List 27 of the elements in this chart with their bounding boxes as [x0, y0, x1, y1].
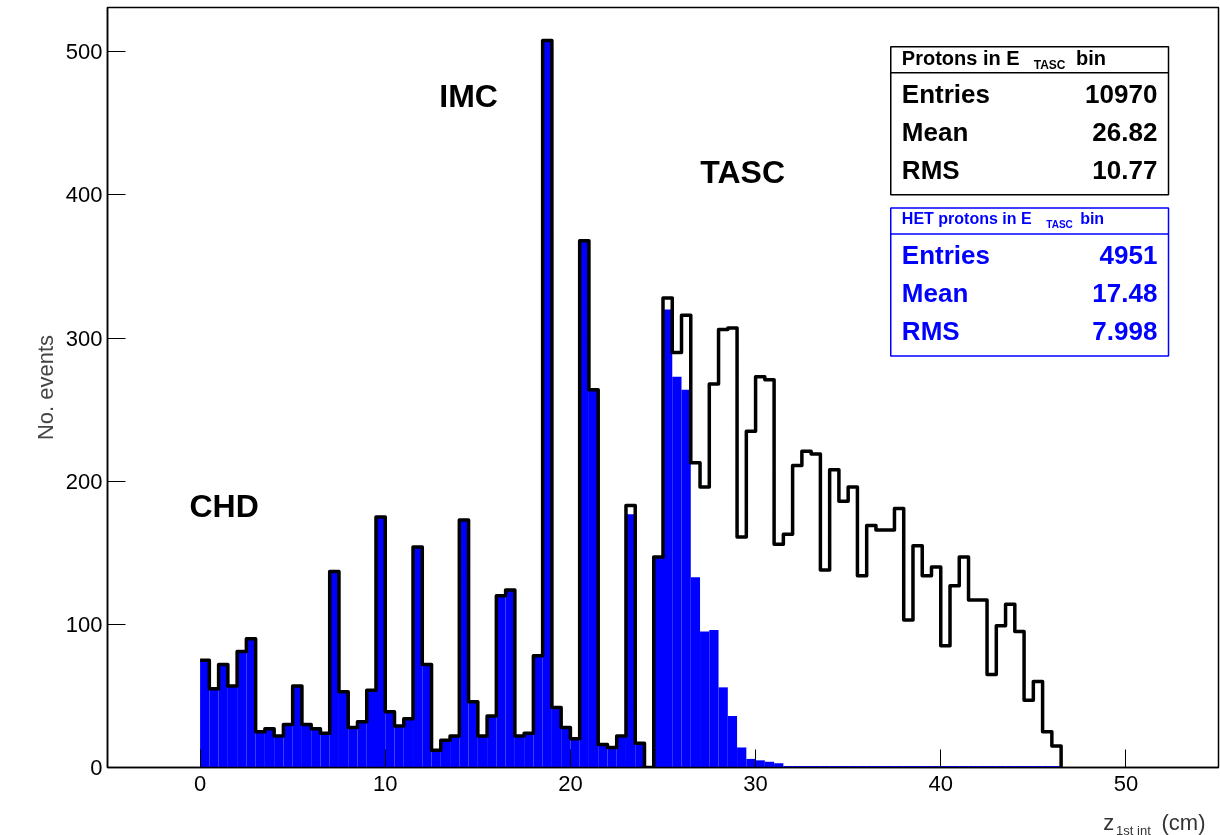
annotation: 4951: [1099, 239, 1158, 270]
annotation: TASC: [700, 154, 785, 191]
y-tick-label: 200: [65, 468, 103, 494]
annotation: 26.82: [1092, 116, 1158, 147]
x-tick-label: 20: [558, 770, 583, 796]
annotation: RMS: [901, 154, 960, 185]
annotation: IMC: [439, 78, 498, 115]
y-axis-title: No. events: [32, 334, 58, 441]
x-tick-label: 50: [1113, 770, 1139, 796]
x-tick-label: 40: [928, 770, 953, 796]
annotation: Entries: [901, 239, 991, 270]
y-tick-label: 300: [65, 325, 103, 351]
x-tick-label: 10: [373, 770, 398, 796]
annotation: Mean: [901, 277, 969, 308]
annotation: CHD: [189, 487, 259, 524]
annotation: 17.48: [1092, 277, 1158, 308]
annotation: 7.998: [1092, 315, 1158, 346]
y-tick-label: 100: [65, 611, 103, 637]
y-tick-label: 500: [65, 39, 103, 65]
annotation: RMS: [901, 315, 960, 346]
annotation: 10970: [1085, 78, 1158, 109]
annotation: Mean: [901, 116, 969, 147]
x-tick-label: 0: [193, 770, 207, 796]
y-tick-label: 400: [65, 182, 103, 208]
annotation: 10.77: [1092, 154, 1158, 185]
annotation: Entries: [901, 78, 991, 109]
x-tick-label: 30: [743, 770, 768, 796]
